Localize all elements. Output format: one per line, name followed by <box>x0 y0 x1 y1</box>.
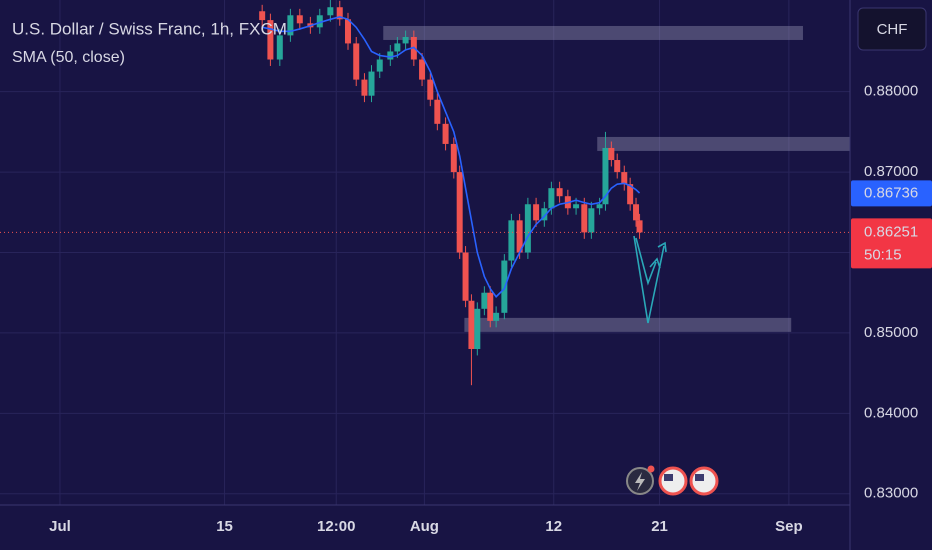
candle-body <box>394 43 401 52</box>
sma-line <box>262 16 641 298</box>
candle-body <box>487 292 494 321</box>
candle-body <box>516 220 523 253</box>
candle-body <box>450 143 457 173</box>
candle-body <box>573 204 580 209</box>
candle-body <box>296 15 303 24</box>
indicator-label: SMA (50, close) <box>12 49 125 66</box>
candle-body <box>548 188 555 209</box>
x-tick-label: Jul <box>49 518 71 535</box>
currency-button[interactable] <box>857 7 927 51</box>
candle-body <box>456 172 463 253</box>
candle-body <box>541 208 548 221</box>
x-tick-label: Sep <box>775 518 803 535</box>
x-tick-label: 15 <box>216 518 233 535</box>
candle-body <box>633 204 640 221</box>
arrow-path <box>633 235 665 324</box>
x-tick-label: 12 <box>545 518 562 535</box>
arrow-path <box>635 237 657 286</box>
arrow-head <box>657 241 667 253</box>
y-tick-label: 0.88000 <box>864 83 918 100</box>
candle-body <box>276 35 283 60</box>
candle-body <box>481 292 488 309</box>
flag-canton <box>664 474 673 481</box>
candle-body <box>402 36 409 44</box>
candle-body <box>316 15 323 28</box>
y-tick-label: 0.84000 <box>864 404 918 421</box>
candle-body <box>259 11 266 21</box>
last-price-tag <box>851 218 932 269</box>
countdown-label: 50:15 <box>864 246 902 263</box>
candle-body <box>419 59 426 80</box>
candle-body <box>361 79 368 96</box>
candle-body <box>344 19 351 44</box>
y-tick-label: 0.85000 <box>864 324 918 341</box>
candle-body <box>376 59 383 72</box>
candle-body <box>468 300 475 349</box>
candle-body <box>614 160 621 173</box>
candle-body <box>434 99 441 124</box>
forecast-arrows <box>633 235 667 324</box>
event-icons <box>626 465 719 496</box>
candle-body <box>508 220 515 261</box>
candle-body <box>368 71 375 96</box>
arrow-head <box>649 257 661 269</box>
sma-price-tag <box>851 180 932 207</box>
candle-body <box>621 172 628 185</box>
candle-body <box>327 7 334 16</box>
candle-body <box>556 188 563 197</box>
candle-body <box>267 20 274 60</box>
candle-body <box>627 184 634 205</box>
price-zone <box>464 317 792 332</box>
candle-body <box>524 204 531 253</box>
last-price-label: 0.86251 <box>864 223 918 240</box>
candle-body <box>636 220 643 233</box>
candle-body <box>533 204 540 221</box>
price-zone <box>597 136 850 151</box>
candle-body <box>427 79 434 100</box>
sma-price-label: 0.86736 <box>864 184 918 201</box>
candle-body <box>287 15 294 36</box>
lightning-glyph <box>635 472 645 491</box>
x-tick-label: 12:00 <box>317 518 355 535</box>
price-zone <box>383 25 803 40</box>
candle-body <box>493 312 500 321</box>
candle-body <box>462 252 469 301</box>
candle-body <box>387 51 394 60</box>
x-tick-label: 21 <box>651 518 668 535</box>
flag-canton <box>695 474 704 481</box>
x-tick-label: Aug <box>410 518 439 535</box>
candle-body <box>336 7 343 20</box>
candle-body <box>588 208 595 233</box>
candle-body <box>596 204 603 209</box>
y-tick-label: 0.83000 <box>864 485 918 502</box>
candle-body <box>442 123 449 144</box>
chart-title: U.S. Dollar / Swiss Franc, 1h, FXCM <box>12 19 287 38</box>
candle-body <box>602 147 609 205</box>
notification-dot <box>647 465 655 473</box>
candle-body <box>353 43 360 80</box>
candle-body <box>474 308 481 349</box>
candle-body <box>581 204 588 233</box>
currency-label: CHF <box>877 21 908 38</box>
candle-body <box>608 147 615 161</box>
y-tick-label: 0.87000 <box>864 163 918 180</box>
